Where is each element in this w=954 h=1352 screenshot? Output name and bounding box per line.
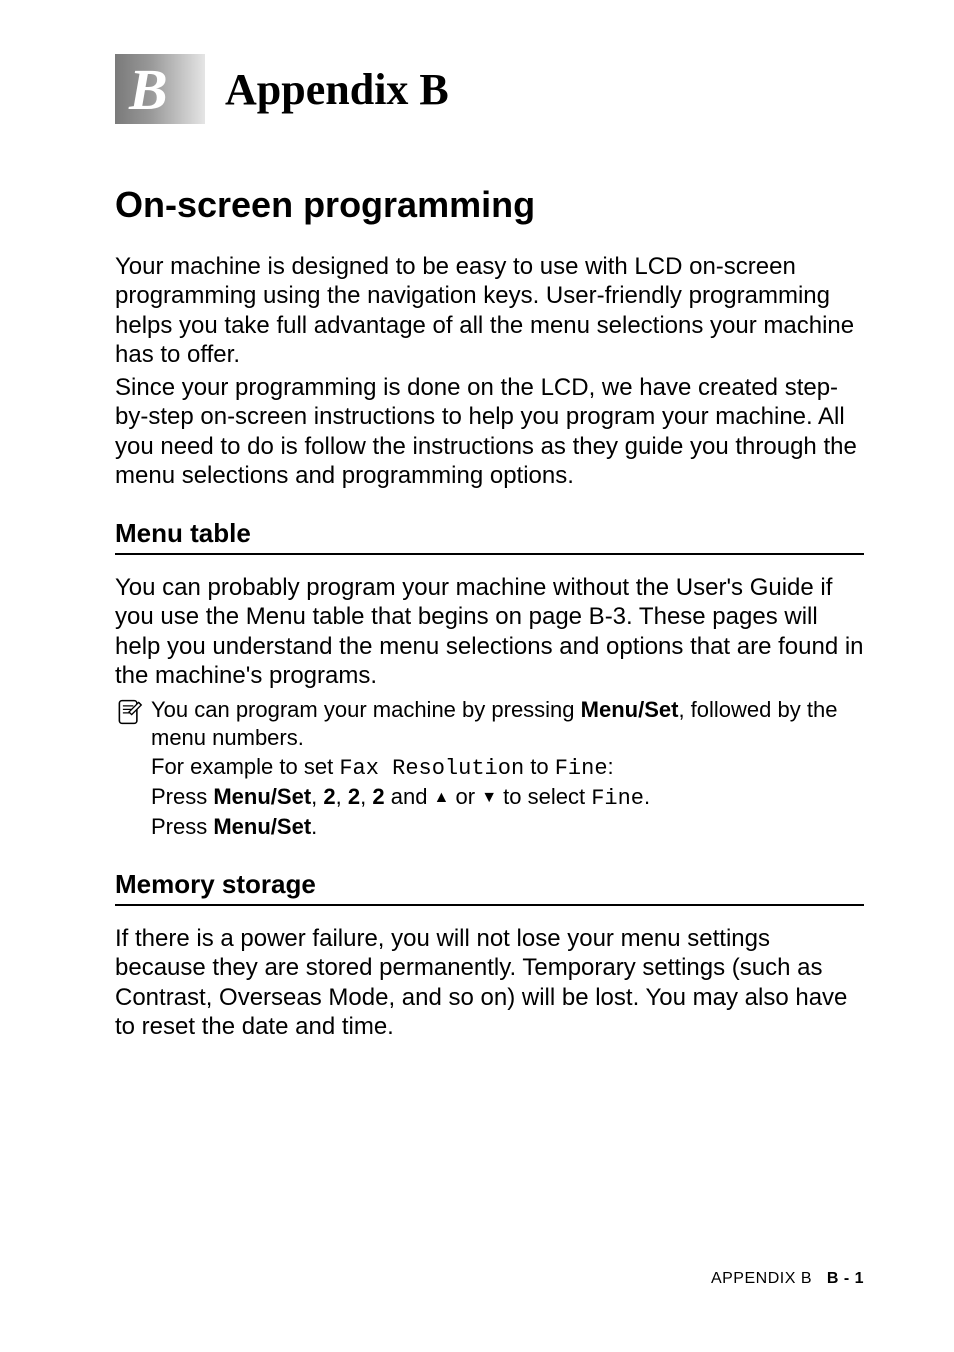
footer-label: APPENDIX B xyxy=(711,1270,812,1287)
note-body: You can program your machine by pressing… xyxy=(151,696,864,841)
note-line3-m: . xyxy=(644,784,650,809)
note-line4-c: . xyxy=(311,814,317,839)
page-footer: APPENDIX B B - 1 xyxy=(711,1270,864,1288)
note-line3-c: , xyxy=(311,784,323,809)
note-line3-g: , xyxy=(360,784,372,809)
note-line2-b: Fax Resolution xyxy=(339,756,524,781)
note-line3-f: 2 xyxy=(348,784,360,809)
note-line3-k: to select xyxy=(497,784,591,809)
note-line3-i: and xyxy=(385,784,434,809)
note-line3-l: Fine xyxy=(591,786,644,811)
up-triangle-icon: ▲ xyxy=(434,788,450,808)
note-line3-d: 2 xyxy=(323,784,335,809)
note-line1-b: Menu/Set xyxy=(581,697,679,722)
note-line1-a: You can program your machine by pressing xyxy=(151,697,581,722)
footer-page: B - 1 xyxy=(827,1270,864,1287)
note-line3-b: Menu/Set xyxy=(213,784,311,809)
section-para-1: Your machine is designed to be easy to u… xyxy=(115,252,864,369)
appendix-title: Appendix B xyxy=(225,64,449,115)
menu-table-para: You can probably program your machine wi… xyxy=(115,573,864,690)
memory-storage-para: If there is a power failure, you will no… xyxy=(115,924,864,1041)
note-line3-a: Press xyxy=(151,784,213,809)
note-line3-h: 2 xyxy=(372,784,384,809)
appendix-badge: B xyxy=(115,54,205,124)
note-icon xyxy=(115,696,151,841)
note-line3-j: or xyxy=(449,784,481,809)
note-line4-a: Press xyxy=(151,814,213,839)
subsection-title-memory-storage: Memory storage xyxy=(115,869,864,906)
section-title: On-screen programming xyxy=(115,184,864,226)
note-line3-e: , xyxy=(336,784,348,809)
subsection-title-menu-table: Menu table xyxy=(115,518,864,555)
section-para-2: Since your programming is done on the LC… xyxy=(115,373,864,490)
note-block: You can program your machine by pressing… xyxy=(115,696,864,841)
note-line4-b: Menu/Set xyxy=(213,814,311,839)
note-line2-a: For example to set xyxy=(151,754,339,779)
note-line2-e: : xyxy=(608,754,614,779)
note-line2-c: to xyxy=(524,754,555,779)
appendix-header: B Appendix B xyxy=(115,54,864,124)
note-line2-d: Fine xyxy=(555,756,608,781)
down-triangle-icon: ▼ xyxy=(481,788,497,808)
appendix-letter: B xyxy=(129,56,168,123)
